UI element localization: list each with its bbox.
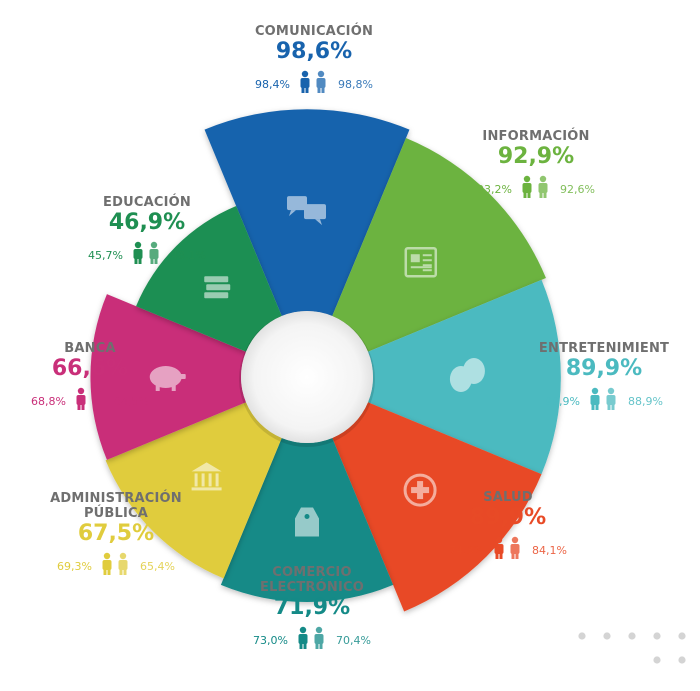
- theater-masks-icon: [449, 358, 485, 392]
- label-title-educacion: EDUCACIÓN: [103, 194, 191, 210]
- male-icon: [92, 387, 102, 410]
- label-title-comercio: COMERCIO: [272, 565, 351, 580]
- label-value-educacion: 46,9%: [109, 210, 185, 235]
- female-icon: [76, 387, 86, 410]
- label-men-educacion: 48,1%: [171, 249, 206, 262]
- female-icon: [298, 626, 308, 649]
- label-value-salud: 89,9%: [470, 505, 546, 530]
- female-icon: [590, 387, 600, 410]
- books-icon: [204, 276, 231, 299]
- label-women-comunicacion: 98,4%: [255, 78, 290, 91]
- label-women-comercio: 73,0%: [253, 634, 288, 647]
- label-title-comercio: ELECTRÓNICO: [260, 579, 364, 595]
- label-women-informacion: 93,2%: [477, 183, 512, 196]
- male-icon: [314, 626, 324, 649]
- label-men-administracion: 65,4%: [140, 560, 175, 573]
- dots-icon: [578, 632, 686, 664]
- label-value-informacion: 92,9%: [498, 144, 574, 169]
- government-building-icon: [191, 462, 222, 491]
- male-icon: [538, 175, 548, 198]
- label-title-informacion: INFORMACIÓN: [482, 128, 589, 144]
- medical-cross-icon: [403, 473, 437, 507]
- label-value-banca: 66,6%: [52, 356, 128, 381]
- male-icon: [118, 552, 128, 575]
- label-value-entretenimiento: 89,9%: [566, 356, 642, 381]
- label-men-salud: 84,1%: [532, 544, 567, 557]
- label-value-comercio: 71,9%: [274, 595, 350, 620]
- female-icon: [102, 552, 112, 575]
- male-icon: [606, 387, 616, 410]
- label-value-administracion: 67,5%: [78, 521, 154, 546]
- label-title-comunicacion: COMUNICACIÓN: [255, 23, 373, 39]
- male-icon: [510, 536, 520, 559]
- male-icon: [149, 241, 159, 264]
- female-icon: [300, 70, 310, 93]
- label-women-entretenimiento: 99,9%: [545, 395, 580, 408]
- center-hole: [241, 311, 373, 443]
- label-women-banca: 68,8%: [31, 395, 66, 408]
- label-men-comercio: 70,4%: [336, 634, 371, 647]
- newspaper-icon: [404, 246, 438, 278]
- chat-bubbles-icon: [287, 196, 326, 226]
- label-women-salud: 74,3%: [449, 544, 484, 557]
- female-icon: [494, 536, 504, 559]
- female-icon: [133, 241, 143, 264]
- label-title-salud: SALUD: [483, 490, 533, 505]
- label-title-administracion: ADMINISTRACIÓN: [50, 490, 182, 506]
- label-title-administracion: PÚBLICA: [84, 505, 148, 521]
- male-icon: [316, 70, 326, 93]
- label-men-banca: 64,5%: [114, 395, 149, 408]
- segment-salud: [332, 402, 542, 612]
- label-value-comunicacion: 98,6%: [276, 39, 352, 64]
- piggy-bank-icon: [149, 366, 186, 391]
- segment-informacion: [332, 138, 546, 352]
- label-women-administracion: 69,3%: [57, 560, 92, 573]
- icons-layer: [149, 196, 485, 537]
- price-tag-icon: [295, 507, 319, 537]
- label-women-educacion: 45,7%: [88, 249, 123, 262]
- label-title-banca: BANCA: [64, 341, 115, 356]
- label-men-entretenimiento: 88,9%: [628, 395, 663, 408]
- label-title-entretenimiento: ENTRETENIMIENT: [539, 341, 669, 356]
- label-men-comunicacion: 98,8%: [338, 78, 373, 91]
- female-icon: [522, 175, 532, 198]
- label-men-informacion: 92,6%: [560, 183, 595, 196]
